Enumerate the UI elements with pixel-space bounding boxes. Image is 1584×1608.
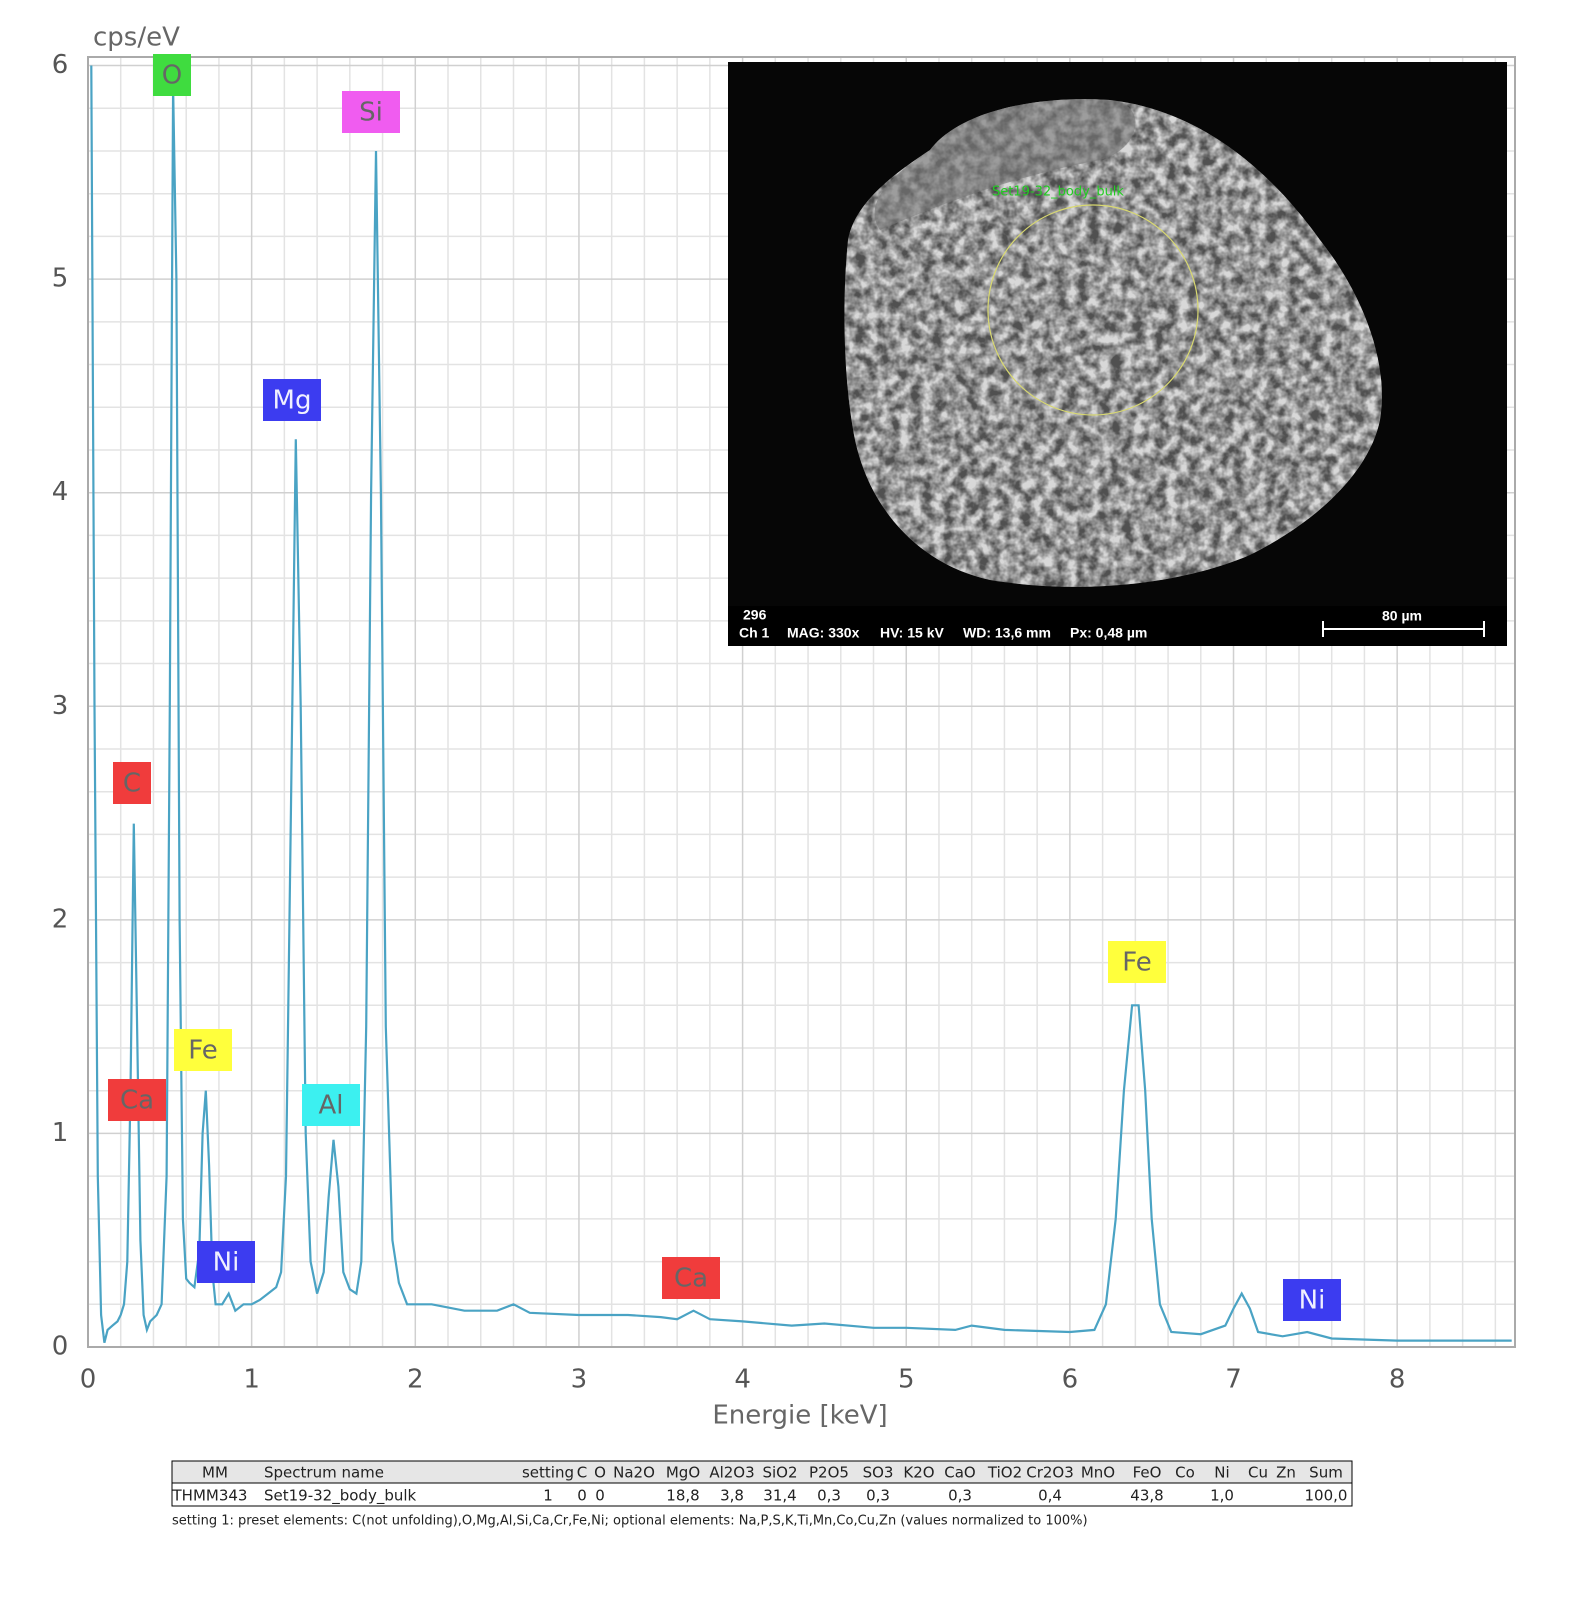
table-header: Co (1175, 1464, 1195, 1482)
scale-bar (1322, 621, 1485, 637)
y-tick-label: 5 (52, 264, 69, 294)
sem-image: Set19-32_body_bulk 296 Ch 1 MAG: 330x HV: 15… (728, 62, 1507, 646)
table-header: MM (202, 1464, 228, 1482)
element-label: Ni (213, 1248, 240, 1278)
y-tick-label: 6 (52, 50, 69, 80)
analysis-spot (987, 204, 1199, 416)
table-header: O (594, 1464, 606, 1482)
table-cell: 3,8 (720, 1487, 744, 1505)
element-tag (1283, 1279, 1341, 1321)
sem-info: Ch 1 (739, 625, 770, 641)
sem-info: 80 µm (1382, 608, 1422, 624)
x-tick-label: 3 (571, 1365, 588, 1395)
x-tick-label: 1 (243, 1365, 260, 1395)
y-tick-label: 0 (52, 1332, 69, 1362)
table-header: Ni (1214, 1464, 1229, 1482)
table-header: Na2O (613, 1464, 655, 1482)
table-cell: 0 (577, 1487, 587, 1505)
x-tick-label: 7 (1225, 1365, 1242, 1395)
sem-info: MAG: 330x (787, 625, 860, 641)
table-cell: 0,3 (817, 1487, 841, 1505)
element-label: Ca (120, 1086, 154, 1116)
table-note: setting 1: preset elements: C(not unfold… (172, 1514, 1088, 1529)
particle-texture (844, 99, 1382, 587)
element-label: Ca (674, 1264, 708, 1294)
x-axis-label: Energie [keV] (712, 1401, 887, 1431)
element-tag (662, 1257, 720, 1299)
y-tick-label: 4 (52, 477, 69, 507)
element-label: Al (318, 1091, 343, 1121)
y-axis-label: cps/eV (93, 23, 180, 53)
table-header: P2O5 (809, 1464, 849, 1482)
element-tag (113, 762, 151, 804)
element-tag (197, 1241, 255, 1283)
plot-frame (87, 56, 1516, 1348)
element-label: Ni (1299, 1286, 1326, 1316)
table-cell: 0,3 (866, 1487, 890, 1505)
table-cell: 1,0 (1210, 1487, 1234, 1505)
table-cell: 1 (543, 1487, 553, 1505)
element-tag (1108, 941, 1166, 983)
x-tick-label: 0 (80, 1365, 97, 1395)
table-header: MgO (666, 1464, 700, 1482)
x-tick-label: 5 (898, 1365, 915, 1395)
x-tick-label: 6 (1062, 1365, 1079, 1395)
spot-label: Set19-32_body_bulk (992, 185, 1124, 200)
y-tick-label: 1 (52, 1118, 69, 1148)
element-label: Fe (1122, 948, 1152, 978)
table-cell: 43,8 (1130, 1487, 1163, 1505)
table-header: FeO (1133, 1464, 1162, 1482)
table-header: C (577, 1464, 587, 1482)
x-tick-label: 8 (1389, 1365, 1406, 1395)
table-cell: THMM343 (172, 1487, 248, 1505)
element-tag (342, 91, 400, 133)
element-label: C (123, 769, 141, 799)
table-header: Al2O3 (709, 1464, 754, 1482)
table-header: Zn (1276, 1464, 1296, 1482)
element-tag (263, 379, 321, 421)
y-tick-label: 2 (52, 904, 69, 934)
element-label: O (162, 61, 182, 91)
particle-shade (874, 99, 1136, 230)
table-cell: Set19-32_body_bulk (264, 1487, 417, 1506)
sem-info: Px: 0,48 µm (1070, 625, 1147, 641)
x-tick-label: 2 (407, 1365, 424, 1395)
element-label: Si (359, 98, 383, 128)
sem-info: 296 (743, 607, 767, 623)
table-header: Cu (1248, 1464, 1268, 1482)
table-header: SiO2 (762, 1464, 797, 1482)
sem-info: HV: 15 kV (880, 625, 944, 641)
y-tick-label: 3 (52, 691, 69, 721)
table-cell: 31,4 (763, 1487, 796, 1505)
table-row-bg (171, 1482, 1353, 1507)
sem-info-bar (728, 606, 1507, 646)
table-header: SO3 (863, 1464, 894, 1482)
table-header: K2O (903, 1464, 934, 1482)
element-tag (302, 1084, 360, 1126)
sem-info: WD: 13,6 mm (963, 625, 1051, 641)
table-cell: 0,3 (948, 1487, 972, 1505)
element-tag (108, 1079, 166, 1121)
element-tag (153, 54, 191, 96)
spectrum-line (90, 65, 1512, 1343)
table-header: Cr2O3 (1026, 1464, 1074, 1482)
table-cell: 18,8 (666, 1487, 699, 1505)
table-header: setting (522, 1464, 574, 1482)
table-cell: 0,4 (1038, 1487, 1062, 1505)
table-header: TiO2 (987, 1464, 1022, 1482)
results-table: MM Spectrum name setting C O Na2O MgO Al2O3 SiO2… (171, 1460, 1353, 1529)
x-tick-label: 4 (734, 1365, 751, 1395)
table-cell: 0 (595, 1487, 605, 1505)
element-tag (174, 1029, 232, 1071)
table-cell: 100,0 (1305, 1487, 1348, 1505)
element-label: Fe (188, 1036, 218, 1066)
table-header: Spectrum name (264, 1464, 384, 1482)
table-header: CaO (944, 1464, 975, 1482)
table-header: Sum (1309, 1464, 1343, 1482)
element-label: Mg (273, 386, 312, 416)
table-header: MnO (1081, 1464, 1115, 1482)
